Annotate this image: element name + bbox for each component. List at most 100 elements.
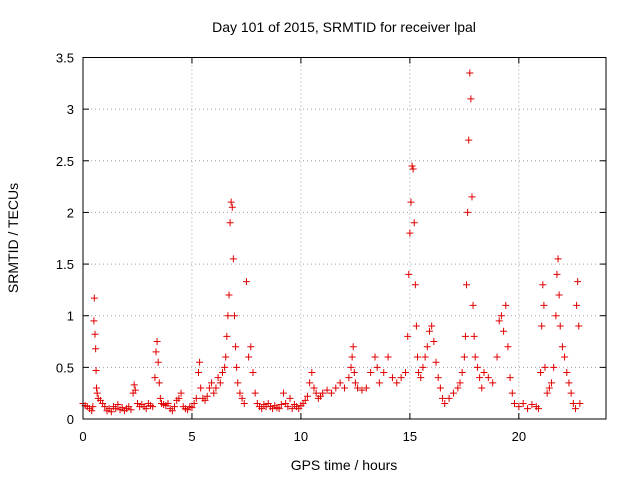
- x-tick-label: 20: [512, 429, 526, 444]
- data-point: [574, 278, 582, 286]
- data-point: [519, 400, 527, 408]
- data-point: [373, 363, 381, 371]
- data-point: [573, 301, 581, 309]
- data-point: [92, 345, 100, 353]
- data-point: [510, 400, 518, 408]
- data-point: [552, 312, 560, 320]
- y-tick-label: 0.5: [56, 360, 74, 375]
- data-point: [561, 353, 569, 361]
- data-point: [538, 322, 546, 330]
- y-tick-label: 3: [67, 102, 74, 117]
- data-point: [194, 369, 202, 377]
- data-point: [277, 401, 285, 409]
- plot-frame: [82, 57, 607, 420]
- data-point: [469, 301, 477, 309]
- data-point: [275, 405, 283, 413]
- data-point: [327, 389, 335, 397]
- data-point: [563, 369, 571, 377]
- data-point: [464, 208, 472, 216]
- data-point: [303, 392, 311, 400]
- data-point: [407, 198, 415, 206]
- axis-ticks: 0 0.5 1 1.5 2 2.5 3 3.5 0 5 10 15 20: [56, 51, 606, 444]
- data-point: [351, 379, 359, 387]
- data-point: [223, 332, 231, 340]
- data-point: [230, 312, 238, 320]
- data-point: [415, 369, 423, 377]
- data-point: [539, 281, 547, 289]
- data-point: [476, 374, 484, 382]
- x-tick-label: 15: [403, 429, 417, 444]
- data-point: [192, 394, 200, 402]
- data-point: [222, 353, 230, 361]
- data-point: [301, 396, 309, 404]
- data-point: [480, 369, 488, 377]
- x-tick-label: 0: [79, 429, 86, 444]
- data-point: [155, 379, 163, 387]
- data-point: [537, 369, 545, 377]
- data-point: [548, 379, 556, 387]
- data-point: [515, 403, 523, 411]
- data-point: [405, 270, 413, 278]
- data-point: [524, 405, 532, 413]
- data-point: [439, 394, 447, 402]
- data-point: [224, 312, 232, 320]
- grid: [83, 57, 606, 419]
- data-point: [212, 384, 220, 392]
- data-point: [484, 374, 492, 382]
- data-point: [425, 327, 433, 335]
- data-point: [153, 338, 161, 346]
- data-point: [449, 389, 457, 397]
- data-point: [228, 203, 236, 211]
- data-point: [540, 301, 548, 309]
- data-point: [332, 384, 340, 392]
- data-point: [306, 379, 314, 387]
- data-point: [541, 363, 549, 371]
- data-point: [408, 162, 416, 170]
- data-point: [131, 386, 139, 394]
- data-point: [190, 400, 198, 408]
- data-point: [101, 403, 109, 411]
- data-point: [553, 270, 561, 278]
- data-point: [466, 69, 474, 77]
- data-point: [575, 322, 583, 330]
- data-point: [384, 353, 392, 361]
- data-point: [154, 358, 162, 366]
- data-point: [478, 384, 486, 392]
- data-point: [423, 343, 431, 351]
- data-point: [576, 400, 584, 408]
- data-point: [432, 358, 440, 366]
- data-point: [127, 406, 135, 414]
- data-point: [445, 394, 453, 402]
- data-point: [89, 403, 97, 411]
- y-tick-label: 1.5: [56, 257, 74, 272]
- data-point: [210, 389, 218, 397]
- data-point: [550, 363, 558, 371]
- data-point: [417, 374, 425, 382]
- data-marks: [79, 69, 584, 416]
- data-point: [90, 317, 98, 325]
- data-point: [286, 394, 294, 402]
- data-point: [397, 374, 405, 382]
- data-point: [142, 405, 150, 413]
- data-point: [152, 348, 160, 356]
- data-point: [151, 374, 159, 382]
- chart-title: Day 101 of 2015, SRMTID for receiver lpa…: [212, 19, 476, 35]
- data-point: [528, 401, 536, 409]
- data-point: [175, 394, 183, 402]
- data-point: [279, 389, 287, 397]
- data-point: [558, 343, 566, 351]
- data-point: [93, 384, 101, 392]
- data-point: [232, 343, 240, 351]
- data-point: [247, 343, 255, 351]
- data-point: [506, 374, 514, 382]
- data-point: [90, 294, 98, 302]
- data-point: [188, 404, 196, 412]
- data-point: [543, 389, 551, 397]
- data-point: [225, 291, 233, 299]
- data-point: [251, 389, 259, 397]
- data-point: [500, 327, 508, 335]
- data-point: [171, 403, 179, 411]
- data-point: [93, 389, 101, 397]
- data-point: [388, 374, 396, 382]
- data-point: [249, 369, 257, 377]
